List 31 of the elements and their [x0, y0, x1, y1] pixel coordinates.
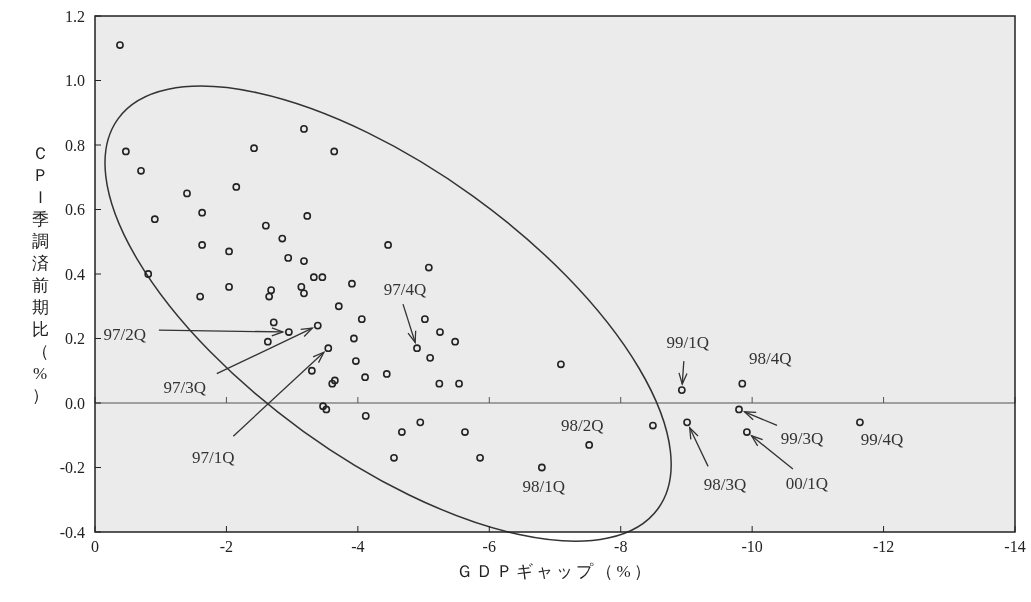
- x-tick-label: -14: [1004, 538, 1026, 555]
- y-tick-label: 0.0: [65, 394, 85, 412]
- annotation: 99/1Q: [666, 332, 710, 352]
- annotation: 00/1Q: [785, 473, 829, 493]
- text: ＣＰＩ季調済前期比（%）: [31, 143, 49, 405]
- annotation: 97/2Q: [103, 324, 147, 344]
- y-tick-label: 0.2: [65, 330, 85, 347]
- x-tick-label: 0: [91, 538, 99, 555]
- y-tick-label: 1.0: [65, 72, 85, 89]
- x-tick-label: -2: [219, 538, 234, 555]
- annotation: 97/3Q: [163, 378, 207, 398]
- y-tick-label: -0.4: [59, 523, 85, 541]
- y-tick-label: 0.8: [65, 136, 85, 154]
- y-tick-label: 0.6: [65, 201, 85, 218]
- y-tick-label: 0.4: [65, 265, 85, 283]
- annotation: 97/1Q: [192, 447, 235, 467]
- x-tick-label: -10: [741, 538, 763, 555]
- annotation: 98/2Q: [560, 416, 604, 436]
- x-tick-label: -12: [872, 538, 895, 555]
- annotation: 99/3Q: [780, 428, 824, 448]
- y-tick-label: 1.2: [65, 7, 85, 25]
- x-tick-label: -8: [614, 538, 628, 555]
- x-axis-title: ＧＤＰギャップ（%）: [456, 562, 654, 581]
- annotation: 98/1Q: [522, 477, 566, 496]
- annotation: 97/4Q: [383, 279, 427, 299]
- x-tick-label: -4: [351, 538, 365, 555]
- y-tick-label: -0.2: [59, 459, 85, 476]
- annotation: 98/4Q: [749, 349, 792, 369]
- annotation: 98/3Q: [703, 474, 747, 494]
- x-tick-label: -6: [482, 538, 496, 555]
- annotation: 99/4Q: [860, 429, 904, 449]
